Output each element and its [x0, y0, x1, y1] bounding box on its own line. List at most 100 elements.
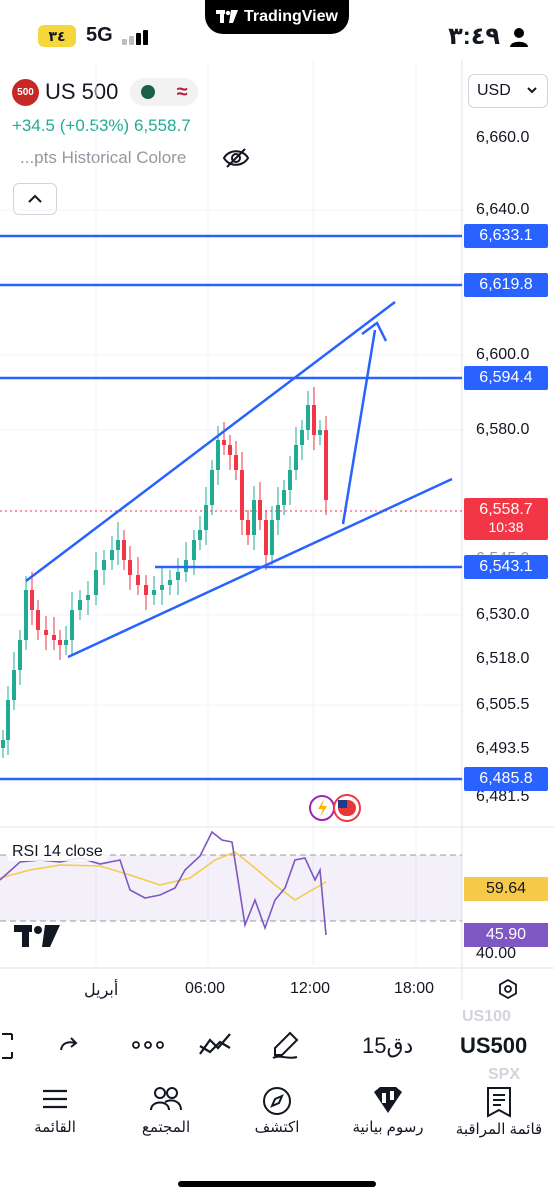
rsi-tick: 40.00 [476, 945, 517, 962]
clock: ٣:٤٩ [448, 23, 500, 50]
candle-body [318, 430, 322, 435]
candle-body [136, 575, 140, 585]
indicator-name[interactable]: ...pts Historical Colore [20, 148, 187, 167]
rsi-ma-line [0, 851, 327, 901]
price-chart[interactable] [0, 0, 554, 1010]
price-tick: 6,640.0 [476, 201, 530, 218]
interval-button[interactable]: 15دق [362, 1033, 414, 1058]
fullscreen-icon[interactable] [0, 1032, 16, 1060]
candle-body [204, 505, 208, 530]
candle-body [264, 520, 268, 555]
draw-pen-icon[interactable] [270, 1030, 300, 1060]
bottom-toolbar: 15دق US100 US500 SPX [0, 1008, 554, 1083]
chart-shield-icon [374, 1087, 402, 1113]
candle-body [246, 520, 250, 535]
lightning-icon [318, 799, 327, 817]
horizontal-lines[interactable] [0, 234, 462, 781]
candle-body [70, 610, 74, 640]
time-tick: 12:00 [290, 980, 331, 997]
redo-icon[interactable] [58, 1034, 80, 1056]
time-tick: 06:00 [185, 980, 226, 997]
nav-explore-label: اكتشف [254, 1119, 300, 1136]
price-tick: 6,660.0 [476, 129, 530, 146]
rsi-legend[interactable]: RSI 14 close [8, 843, 107, 861]
line-price-label[interactable]: 6,619.8 [464, 273, 548, 297]
community-icon [150, 1087, 182, 1111]
currency-select[interactable]: USD [468, 74, 548, 108]
event-icons[interactable] [309, 794, 361, 822]
line-price-label[interactable]: 6,633.1 [464, 224, 548, 248]
candle-body [240, 470, 244, 520]
candle-body [216, 440, 220, 470]
rsi-value: 45.90 [464, 923, 548, 947]
nav-charts-label: رسوم بيانية [352, 1119, 424, 1136]
candle-body [12, 670, 16, 700]
nav-charts[interactable]: رسوم بيانية [333, 1086, 443, 1136]
arrow-head-icon [361, 321, 388, 342]
trend-channel[interactable] [25, 301, 453, 659]
candle-body [36, 610, 40, 630]
indicators-icon[interactable] [198, 1032, 232, 1058]
bottom-nav: القائمة المجتمع اكتشف رسوم بيانية قائمة … [0, 1086, 554, 1156]
price-tick: 6,518.0 [476, 650, 530, 667]
candle-body [116, 540, 120, 550]
candle-body [18, 640, 22, 670]
channel-upper-line [25, 301, 396, 582]
candle-body [252, 500, 256, 535]
nav-community-label: المجتمع [141, 1119, 191, 1136]
home-indicator [178, 1181, 376, 1187]
candle-body [234, 455, 238, 470]
eye-off-icon[interactable] [222, 146, 250, 170]
current-price: 6,558.7 [479, 501, 533, 518]
nav-community[interactable]: المجتمع [111, 1086, 221, 1136]
chevron-up-icon [28, 194, 42, 203]
compass-icon [263, 1087, 291, 1115]
candlestick-series [1, 387, 328, 758]
candle-body [144, 585, 148, 595]
candle-body [78, 600, 82, 610]
nav-menu[interactable]: القائمة [0, 1086, 110, 1136]
candle-body [228, 445, 232, 455]
settings-hexagon-icon[interactable] [497, 978, 519, 1000]
candle-body [52, 635, 56, 640]
battery-indicator: ٣٤ [38, 25, 76, 47]
line-price-label[interactable]: 6,485.8 [464, 767, 548, 791]
signal-icon [122, 29, 152, 45]
menu-icon [43, 1089, 67, 1109]
time-tick: 18:00 [394, 980, 435, 997]
ghost-symbol-top: US100 [462, 1008, 511, 1025]
market-status-pill[interactable]: ≈ [130, 78, 199, 106]
candle-body [270, 520, 274, 555]
nav-menu-label: القائمة [34, 1119, 76, 1136]
candle-body [160, 585, 164, 590]
nav-explore[interactable]: اكتشف [222, 1086, 332, 1136]
candle-body [1, 740, 5, 748]
ghost-symbol-bottom: SPX [488, 1066, 521, 1083]
nav-watchlist[interactable]: قائمة المراقبة [444, 1086, 554, 1138]
candle-body [306, 405, 310, 430]
candle-body [86, 595, 90, 600]
symbol-name[interactable]: US 500 [45, 79, 119, 104]
candle-body [152, 590, 156, 595]
candle-body [192, 540, 196, 560]
candle-body [24, 590, 28, 640]
candle-body [168, 580, 172, 585]
symbol-header[interactable]: 500 US 500 ≈ [12, 77, 199, 107]
price-tick: 6,580.0 [476, 421, 530, 438]
rsi-ma-value: 59.64 [464, 877, 548, 901]
candle-body [128, 560, 132, 575]
candle-body [282, 490, 286, 505]
price-change: +34.5 (+0.53%) [12, 116, 130, 135]
line-price-label[interactable]: 6,543.1 [464, 555, 548, 579]
symbol-badge: 500 [12, 78, 39, 106]
candle-body [324, 430, 328, 500]
more-icon[interactable] [132, 1038, 164, 1052]
channel-lower-line [67, 477, 453, 659]
candle-body [210, 470, 214, 505]
candle-body [64, 640, 68, 645]
line-price-label[interactable]: 6,594.4 [464, 366, 548, 390]
nav-watchlist-label: قائمة المراقبة [455, 1121, 543, 1138]
time-tick: أبريل [84, 982, 119, 999]
candle-body [312, 405, 316, 435]
symbol-button[interactable]: US500 [460, 1033, 528, 1058]
